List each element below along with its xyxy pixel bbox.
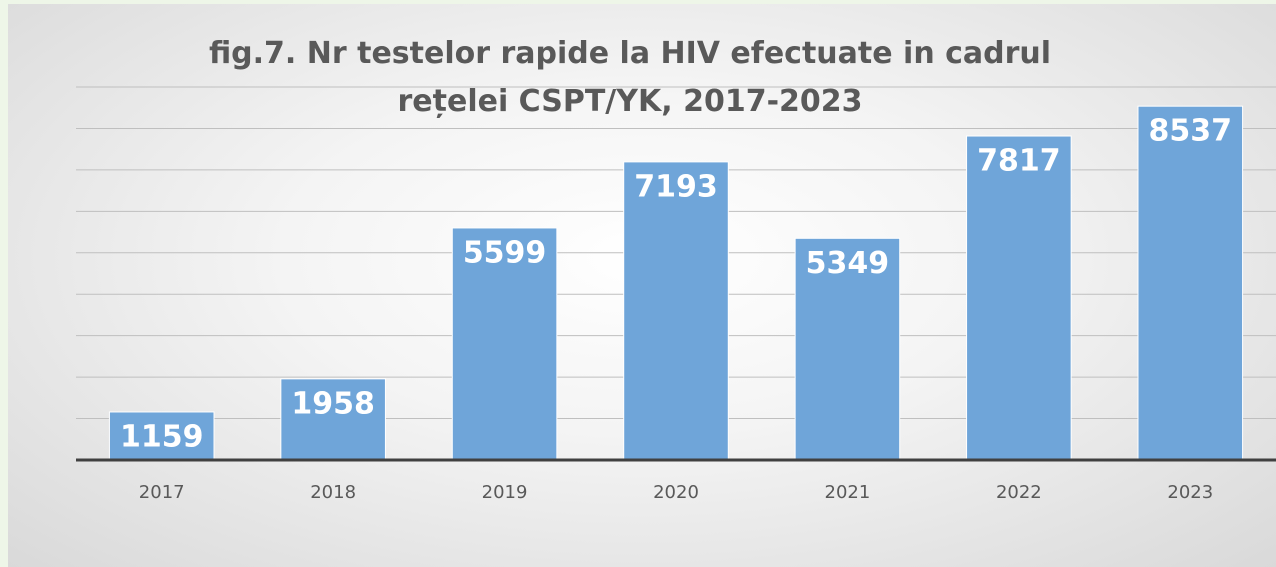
- data-label: 5599: [463, 235, 547, 270]
- data-label: 1159: [120, 419, 204, 454]
- bar: [451, 227, 558, 461]
- x-tick-label: 2020: [653, 482, 699, 503]
- x-tick-label: 2023: [1167, 482, 1213, 503]
- x-tick-label: 2018: [310, 482, 356, 503]
- x-tick-label: 2022: [996, 482, 1042, 503]
- bar: [280, 378, 386, 461]
- x-tick-label: 2017: [139, 482, 185, 503]
- data-label: 8537: [1149, 114, 1233, 149]
- bar: [794, 237, 901, 461]
- data-label: 7817: [977, 144, 1061, 179]
- bar: [1137, 105, 1244, 461]
- bar: [623, 161, 729, 461]
- data-label: 1958: [291, 386, 375, 421]
- x-tick-label: 2021: [825, 482, 871, 503]
- chart-title: fig.7. Nr testelor rapide la HIV efectua…: [208, 36, 1052, 119]
- bar: [108, 411, 215, 461]
- bar: [966, 135, 1072, 461]
- data-label: 5349: [806, 246, 890, 281]
- x-tick-label: 2019: [482, 482, 528, 503]
- data-label: 7193: [634, 169, 718, 204]
